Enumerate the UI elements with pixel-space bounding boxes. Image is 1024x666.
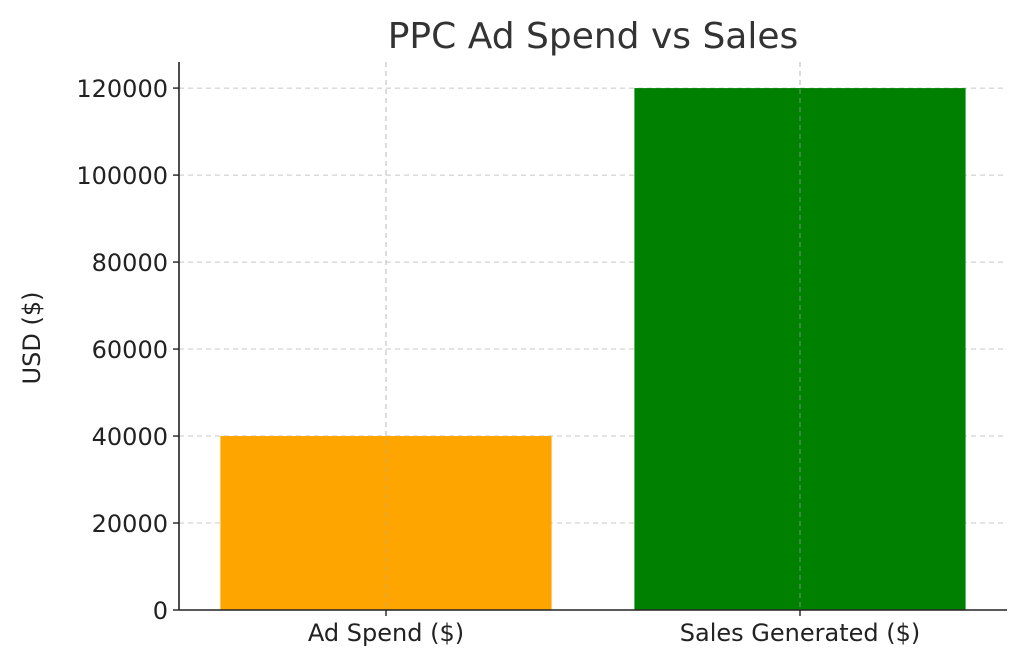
y-tick-label: 60000 — [92, 336, 168, 364]
chart-title: PPC Ad Spend vs Sales — [388, 16, 799, 57]
axes — [178, 62, 1007, 611]
y-tick-label: 100000 — [76, 162, 168, 190]
y-tick-label: 40000 — [92, 423, 168, 451]
y-tick-label: 0 — [153, 597, 168, 625]
ticks: 0 20000 40000 60000 80000 100000 120000 Ad Spen… — [76, 75, 920, 647]
y-tick-label: 80000 — [92, 249, 168, 277]
y-tick-label: 20000 — [92, 510, 168, 538]
x-tick-label: Ad Spend ($) — [308, 619, 464, 647]
y-tick-label: 120000 — [76, 75, 168, 103]
x-tick-label: Sales Generated ($) — [680, 619, 920, 647]
y-axis-label: USD ($) — [18, 292, 46, 385]
